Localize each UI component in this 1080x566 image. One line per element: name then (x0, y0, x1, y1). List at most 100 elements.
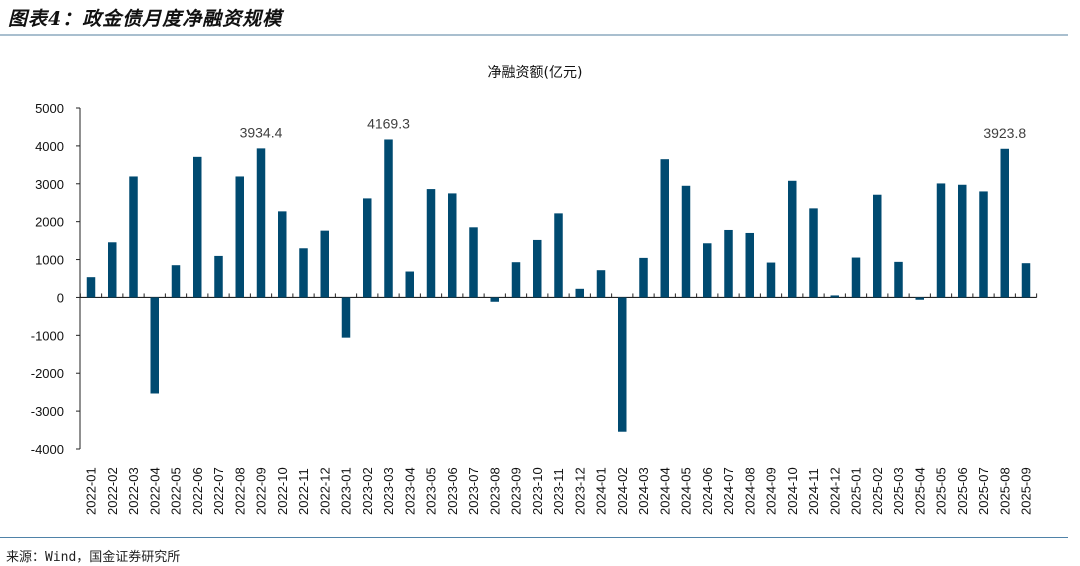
x-tick-label: 2025-07 (976, 467, 991, 515)
bar (490, 297, 499, 302)
x-tick-label: 2023-06 (445, 467, 460, 515)
x-tick-label: 2025-09 (1019, 467, 1034, 515)
x-tick-label: 2023-07 (466, 467, 481, 515)
x-tick-label: 2023-08 (487, 467, 502, 515)
y-tick-label: -1000 (31, 328, 64, 343)
y-tick-label: 5000 (35, 101, 64, 116)
x-tick-label: 2022-06 (190, 467, 205, 515)
bar (363, 198, 372, 298)
x-tick-label: 2025-06 (955, 467, 970, 515)
bar (618, 297, 627, 432)
title-divider (0, 34, 1068, 36)
bar (575, 288, 584, 298)
bar (235, 176, 244, 298)
y-tick-label: 0 (57, 290, 64, 305)
x-tick-label: 2024-06 (700, 467, 715, 515)
figure-title: 图表4：政金债月度净融资规模 (8, 8, 283, 30)
bar (193, 156, 202, 298)
bar (1021, 263, 1031, 298)
bar (788, 180, 797, 298)
y-tick-label: -4000 (31, 442, 64, 457)
bar (936, 183, 946, 298)
y-axis: 5000 4000 3000 2000 1000 0 -1000 -2000 -3000 -400… (31, 101, 81, 457)
bar (915, 297, 924, 300)
x-tick-label: 2024-08 (742, 467, 757, 515)
x-tick-label: 2022-08 (232, 467, 247, 515)
bar (660, 159, 669, 298)
x-tick-label: 2022-04 (147, 467, 162, 515)
bar (873, 194, 882, 298)
x-tick-label: 2023-04 (402, 467, 417, 515)
x-tick-label: 2022-05 (169, 467, 184, 515)
source-divider (0, 537, 1068, 538)
bar (214, 255, 223, 298)
bar (256, 148, 266, 298)
bar (469, 227, 478, 298)
bar (724, 229, 733, 298)
y-tick-label: 4000 (35, 139, 64, 154)
bar (320, 230, 329, 298)
x-tick-label: 2025-03 (891, 467, 906, 515)
x-tick-label: 2022-02 (105, 467, 120, 515)
bar (979, 191, 988, 298)
x-tick-label: 2024-10 (785, 467, 800, 515)
x-tick-label: 2024-03 (636, 467, 651, 515)
bar (86, 277, 96, 298)
data-label: 4169.3 (367, 115, 410, 131)
x-tick-label: 2024-11 (806, 468, 821, 515)
bars (86, 139, 1031, 432)
bar (171, 265, 181, 298)
bar (129, 176, 138, 298)
y-tick-label: -3000 (31, 404, 64, 419)
x-tick-label: 2022-09 (254, 467, 269, 515)
x-tick-label: 2023-10 (530, 467, 545, 515)
bar (278, 211, 287, 298)
x-tick-label: 2022-07 (211, 467, 226, 515)
y-tick-label: 3000 (35, 177, 64, 192)
bar (596, 270, 606, 298)
bar (681, 185, 691, 298)
bar (405, 271, 414, 298)
data-label: 3923.8 (983, 125, 1026, 141)
bar (639, 257, 648, 298)
y-tick-label: -2000 (31, 366, 64, 381)
bar (830, 295, 839, 298)
x-tick-label: 2023-02 (360, 467, 375, 515)
x-tick-label: 2025-02 (870, 467, 885, 515)
bar (766, 262, 776, 298)
x-tick-label: 2022-12 (317, 467, 332, 515)
x-tick-label: 2025-01 (849, 467, 864, 515)
x-tick-label: 2024-07 (721, 467, 736, 515)
bar (958, 184, 967, 298)
x-tick-label: 2025-04 (912, 467, 927, 515)
x-tick-label: 2023-03 (381, 467, 396, 515)
x-tick-label: 2023-11 (551, 468, 566, 515)
bar (426, 189, 436, 298)
x-tick-label: 2024-09 (764, 467, 779, 515)
x-tick-label: 2022-03 (126, 467, 141, 515)
bar (299, 248, 308, 298)
x-tick-label: 2024-12 (827, 467, 842, 515)
x-tick-label: 2022-10 (275, 467, 290, 515)
y-tick-label: 1000 (35, 253, 64, 268)
x-tick-label: 2025-05 (934, 467, 949, 515)
data-label: 3934.4 (240, 124, 283, 140)
bar (809, 208, 818, 298)
x-tick-label: 2023-01 (339, 467, 354, 515)
bar (894, 261, 903, 298)
x-tick-label: 2024-02 (615, 467, 630, 515)
bar (511, 262, 521, 298)
x-tick-label: 2022-11 (296, 468, 311, 515)
x-tick-label: 2024-05 (679, 467, 694, 515)
y-tick-label: 2000 (35, 215, 64, 230)
x-tick-label: 2023-12 (572, 467, 587, 515)
bar (533, 239, 542, 298)
x-tick-label: 2024-01 (594, 467, 609, 515)
bar (108, 242, 117, 298)
bar (554, 213, 563, 298)
bar (341, 297, 351, 338)
bar (1000, 148, 1009, 298)
source-note: 来源：Wind，国金证券研究所 (6, 550, 181, 565)
data-labels: 3934.4 4169.3 3923.8 (240, 115, 1027, 140)
